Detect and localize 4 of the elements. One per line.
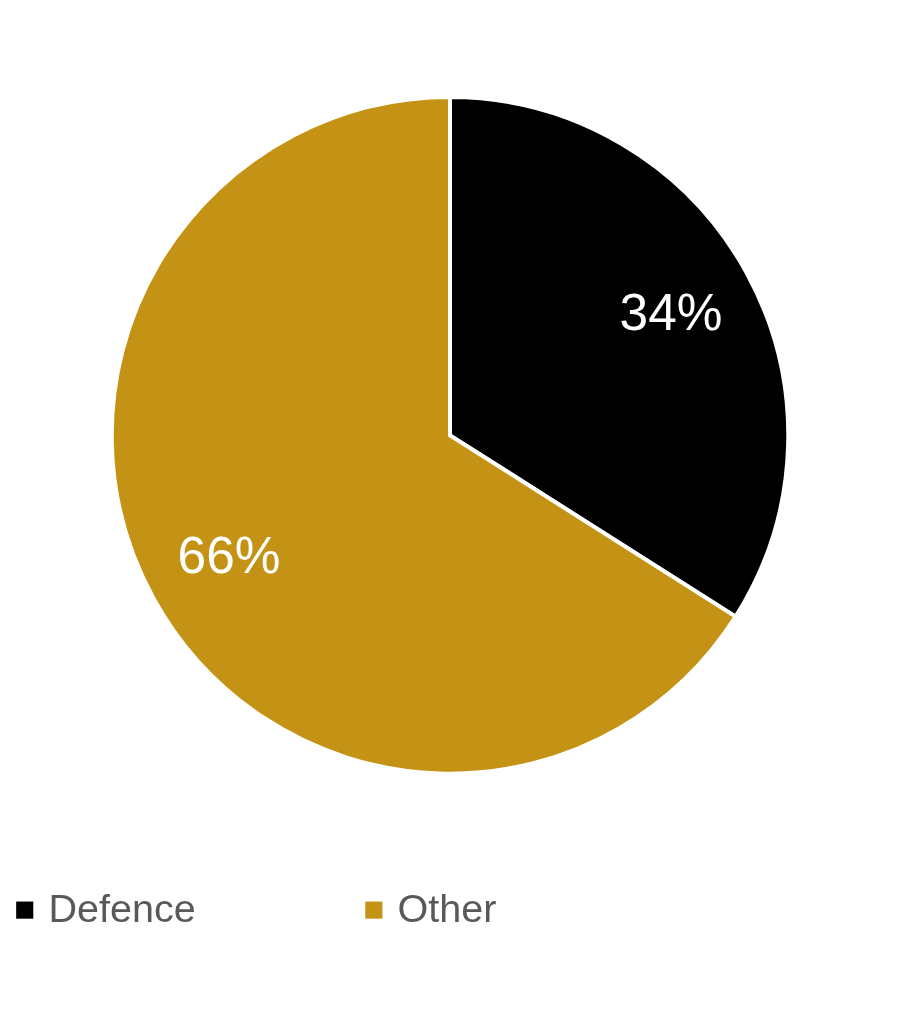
- legend-label: Defence: [48, 885, 196, 930]
- data-label: 34%: [619, 282, 723, 341]
- legend-label: Other: [397, 885, 497, 930]
- data-label: 66%: [177, 525, 281, 584]
